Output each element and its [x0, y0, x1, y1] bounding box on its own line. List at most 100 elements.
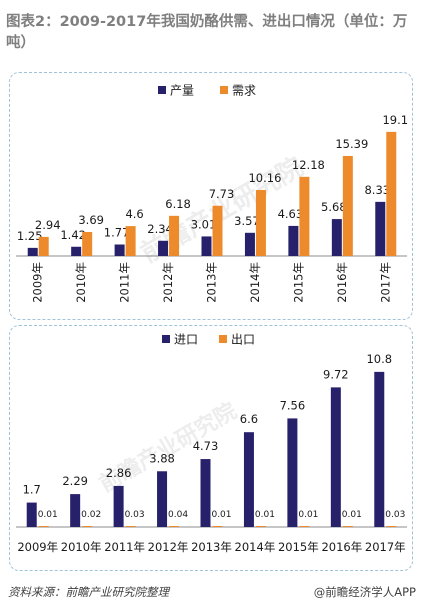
category-label-8: 2017年 — [365, 540, 406, 554]
bar-出口-7 — [342, 526, 353, 527]
bar-进口-0 — [26, 502, 37, 527]
bar-产量-0 — [27, 247, 38, 256]
legend-label-1: 需求 — [232, 84, 256, 98]
category-label-3: 2012年 — [161, 262, 175, 303]
value-label-需求-7: 15.39 — [335, 137, 368, 151]
value-label-需求-8: 19.1 — [382, 113, 408, 127]
legend-swatch-1 — [219, 335, 227, 343]
value-label-产量-3: 2.34 — [147, 222, 173, 236]
value-label-需求-3: 6.18 — [165, 197, 191, 211]
legend-label-1: 出口 — [231, 333, 255, 347]
bar-需求-5 — [255, 189, 266, 256]
value-label-出口-5: 0.01 — [255, 510, 275, 520]
bar-需求-1 — [82, 232, 93, 256]
value-label-产量-7: 5.68 — [321, 200, 347, 214]
legend-swatch-0 — [162, 335, 170, 343]
category-label-6: 2015年 — [278, 540, 319, 554]
legend-swatch-1 — [220, 86, 228, 94]
category-label-1: 2010年 — [74, 262, 88, 303]
value-label-产量-4: 3.01 — [191, 217, 217, 231]
bar-需求-6 — [299, 176, 310, 256]
value-label-出口-0: 0.01 — [38, 510, 58, 520]
value-label-出口-1: 0.02 — [81, 510, 101, 520]
bar-出口-2 — [125, 526, 136, 527]
value-label-产量-0: 1.25 — [17, 229, 43, 243]
category-label-4: 2013年 — [205, 262, 219, 303]
bar-进口-3 — [157, 471, 168, 527]
category-label-4: 2013年 — [191, 540, 232, 554]
value-label-进口-2: 2.86 — [106, 466, 132, 480]
bar-进口-7 — [330, 387, 341, 527]
value-label-需求-5: 10.16 — [248, 171, 281, 185]
value-label-产量-8: 8.33 — [364, 183, 390, 197]
value-label-进口-4: 4.73 — [193, 439, 219, 453]
import-export-panel — [9, 325, 413, 571]
brand-credit: @前瞻经济学人APP — [313, 585, 416, 599]
value-label-进口-6: 7.56 — [280, 398, 306, 412]
bar-出口-6 — [299, 526, 310, 527]
bar-产量-5 — [244, 232, 255, 256]
bar-出口-1 — [82, 526, 93, 527]
value-label-产量-5: 3.57 — [234, 214, 260, 228]
value-label-出口-2: 0.03 — [125, 510, 145, 520]
bar-需求-0 — [38, 236, 49, 256]
bar-出口-5 — [255, 526, 266, 527]
bar-需求-2 — [125, 226, 136, 256]
bar-产量-6 — [288, 225, 299, 256]
legend-swatch-0 — [158, 86, 166, 94]
category-label-0: 2009年 — [31, 262, 45, 303]
legend-label-0: 进口 — [174, 333, 198, 347]
bar-产量-4 — [201, 236, 212, 256]
value-label-进口-5: 6.6 — [240, 412, 258, 426]
value-label-需求-1: 3.69 — [78, 213, 104, 227]
value-label-产量-2: 1.77 — [104, 225, 130, 239]
chart-title: 图表2：2009-2017年我国奶酪供需、进出口情况（单位：万吨） — [6, 14, 408, 51]
bar-进口-4 — [200, 459, 211, 527]
value-label-需求-0: 2.94 — [35, 218, 61, 232]
source-text: 前瞻产业研究院整理 — [65, 585, 170, 599]
value-label-进口-7: 9.72 — [323, 367, 349, 381]
bar-出口-3 — [169, 526, 180, 527]
bar-需求-8 — [386, 131, 397, 256]
bar-产量-2 — [114, 244, 125, 256]
bar-需求-7 — [342, 155, 353, 256]
value-label-需求-2: 4.6 — [125, 207, 143, 221]
value-label-产量-6: 4.63 — [278, 207, 304, 221]
value-label-出口-8: 0.03 — [385, 510, 405, 520]
value-label-需求-4: 7.73 — [209, 187, 235, 201]
bar-进口-5 — [243, 432, 254, 527]
bar-需求-3 — [169, 215, 180, 256]
bar-进口-1 — [70, 494, 81, 527]
category-label-8: 2017年 — [378, 262, 392, 303]
category-label-7: 2016年 — [335, 262, 349, 303]
supply-demand-panel — [9, 72, 413, 320]
category-label-6: 2015年 — [291, 262, 305, 303]
category-label-2: 2011年 — [118, 262, 132, 303]
value-label-出口-7: 0.01 — [342, 510, 362, 520]
bar-出口-0 — [38, 526, 49, 527]
value-label-需求-6: 12.18 — [292, 158, 325, 172]
value-label-进口-3: 3.88 — [149, 451, 175, 465]
legend-label-0: 产量 — [170, 84, 194, 98]
category-label-7: 2016年 — [321, 540, 362, 554]
value-label-进口-1: 2.29 — [62, 474, 88, 488]
value-label-进口-8: 10.8 — [366, 352, 392, 366]
value-label-出口-6: 0.01 — [298, 510, 318, 520]
category-label-0: 2009年 — [17, 540, 58, 554]
value-label-进口-0: 1.7 — [23, 483, 41, 497]
category-label-2: 2011年 — [104, 540, 145, 554]
category-label-5: 2014年 — [235, 540, 276, 554]
bar-进口-8 — [374, 371, 385, 527]
bar-产量-3 — [158, 240, 169, 256]
source-note: 资料来源：前瞻产业研究院整理 — [8, 584, 169, 600]
bar-产量-7 — [331, 219, 342, 256]
bar-产量-8 — [375, 201, 386, 256]
category-label-1: 2010年 — [61, 540, 102, 554]
value-label-出口-4: 0.01 — [211, 510, 231, 520]
bar-出口-8 — [386, 526, 397, 527]
source-label: 资料来源： — [8, 585, 66, 599]
bar-进口-6 — [287, 418, 298, 527]
bar-需求-4 — [212, 205, 223, 256]
